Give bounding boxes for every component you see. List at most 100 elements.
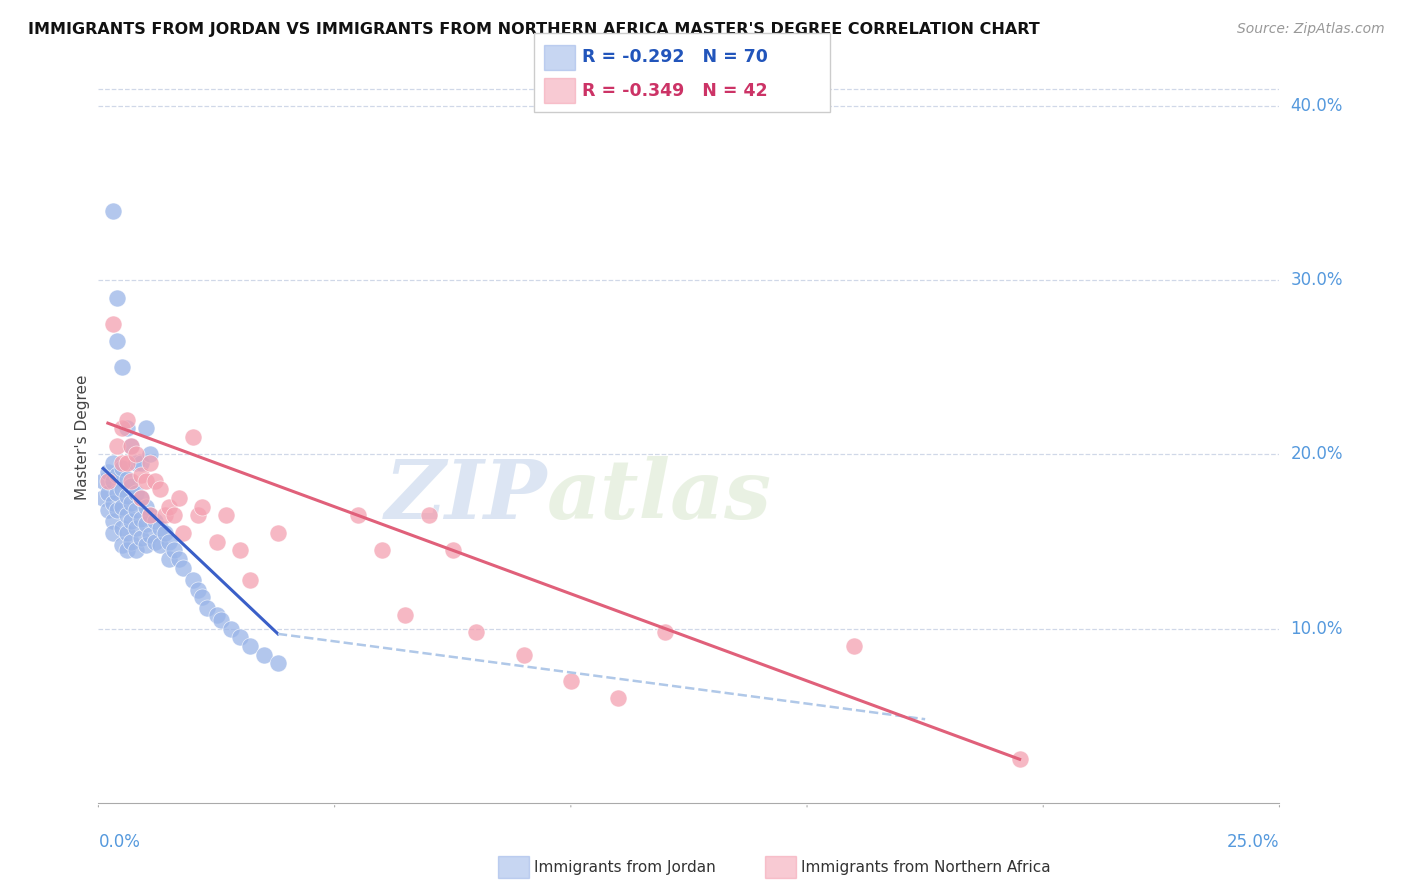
Point bbox=[205, 607, 228, 622]
Point bbox=[191, 591, 214, 605]
Point bbox=[121, 514, 143, 528]
Point bbox=[111, 538, 134, 552]
Point bbox=[125, 543, 148, 558]
Point bbox=[191, 500, 214, 514]
Point bbox=[139, 448, 162, 462]
Point bbox=[121, 496, 143, 510]
Point bbox=[418, 508, 440, 523]
Point bbox=[125, 521, 148, 535]
Point bbox=[347, 508, 370, 523]
Text: 20.0%: 20.0% bbox=[1291, 445, 1343, 464]
Point bbox=[253, 648, 276, 662]
Point bbox=[111, 500, 134, 514]
Text: IMMIGRANTS FROM JORDAN VS IMMIGRANTS FROM NORTHERN AFRICA MASTER'S DEGREE CORREL: IMMIGRANTS FROM JORDAN VS IMMIGRANTS FRO… bbox=[28, 22, 1040, 37]
Text: 25.0%: 25.0% bbox=[1227, 833, 1279, 851]
Point bbox=[115, 508, 138, 523]
Point bbox=[91, 474, 114, 488]
Point bbox=[163, 543, 186, 558]
Point bbox=[105, 503, 128, 517]
Point bbox=[371, 543, 394, 558]
Point bbox=[167, 491, 190, 505]
Point bbox=[111, 456, 134, 470]
Point bbox=[111, 360, 134, 375]
Point bbox=[143, 514, 166, 528]
Point bbox=[101, 514, 124, 528]
Point bbox=[135, 538, 157, 552]
Point bbox=[115, 412, 138, 426]
Point bbox=[97, 465, 120, 479]
Point bbox=[111, 461, 134, 475]
Point bbox=[101, 456, 124, 470]
Point bbox=[125, 448, 148, 462]
Point bbox=[205, 534, 228, 549]
Point bbox=[121, 439, 143, 453]
Point bbox=[187, 508, 209, 523]
Point bbox=[111, 421, 134, 435]
Point bbox=[115, 472, 138, 486]
Point bbox=[239, 573, 262, 587]
Text: ZIP: ZIP bbox=[385, 456, 547, 535]
Text: atlas: atlas bbox=[547, 456, 772, 535]
Point bbox=[129, 456, 152, 470]
Point bbox=[129, 512, 152, 526]
Point bbox=[512, 648, 534, 662]
Text: Source: ZipAtlas.com: Source: ZipAtlas.com bbox=[1237, 22, 1385, 37]
Point bbox=[229, 631, 252, 645]
Point bbox=[101, 525, 124, 540]
Point bbox=[115, 456, 138, 470]
Y-axis label: Master's Degree: Master's Degree bbox=[75, 375, 90, 500]
Point bbox=[172, 560, 194, 574]
Point bbox=[115, 489, 138, 503]
Point bbox=[1008, 752, 1031, 766]
Point bbox=[139, 508, 162, 523]
Point bbox=[187, 583, 209, 598]
Point bbox=[101, 203, 124, 218]
Point bbox=[143, 474, 166, 488]
Point bbox=[111, 483, 134, 497]
Point bbox=[115, 543, 138, 558]
Point bbox=[267, 525, 290, 540]
Point bbox=[105, 485, 128, 500]
Point bbox=[143, 534, 166, 549]
Point bbox=[129, 491, 152, 505]
Point bbox=[105, 468, 128, 483]
Point bbox=[157, 534, 180, 549]
Point bbox=[560, 673, 582, 688]
Point bbox=[115, 421, 138, 435]
Point bbox=[121, 479, 143, 493]
Point bbox=[105, 439, 128, 453]
Text: 30.0%: 30.0% bbox=[1291, 271, 1343, 289]
Point bbox=[125, 503, 148, 517]
Point bbox=[121, 439, 143, 453]
Point bbox=[101, 496, 124, 510]
Point bbox=[844, 639, 866, 653]
Point bbox=[215, 508, 238, 523]
Point bbox=[465, 625, 488, 640]
Point bbox=[121, 534, 143, 549]
Point bbox=[105, 334, 128, 349]
Point bbox=[153, 508, 176, 523]
Text: R = -0.349   N = 42: R = -0.349 N = 42 bbox=[582, 82, 768, 100]
Point bbox=[607, 691, 630, 706]
Point bbox=[441, 543, 464, 558]
Point bbox=[97, 474, 120, 488]
Point bbox=[139, 456, 162, 470]
Point bbox=[181, 430, 204, 444]
Point bbox=[157, 500, 180, 514]
Point bbox=[101, 474, 124, 488]
Point bbox=[394, 607, 416, 622]
Point bbox=[149, 521, 172, 535]
Point bbox=[219, 622, 242, 636]
Point bbox=[172, 525, 194, 540]
Point bbox=[121, 474, 143, 488]
Point bbox=[97, 503, 120, 517]
Point bbox=[239, 639, 262, 653]
Point bbox=[167, 552, 190, 566]
Point bbox=[267, 657, 290, 671]
Text: Immigrants from Jordan: Immigrants from Jordan bbox=[534, 860, 716, 874]
Point bbox=[209, 613, 232, 627]
Point bbox=[105, 291, 128, 305]
Point bbox=[135, 474, 157, 488]
Point bbox=[125, 456, 148, 470]
Point bbox=[135, 500, 157, 514]
